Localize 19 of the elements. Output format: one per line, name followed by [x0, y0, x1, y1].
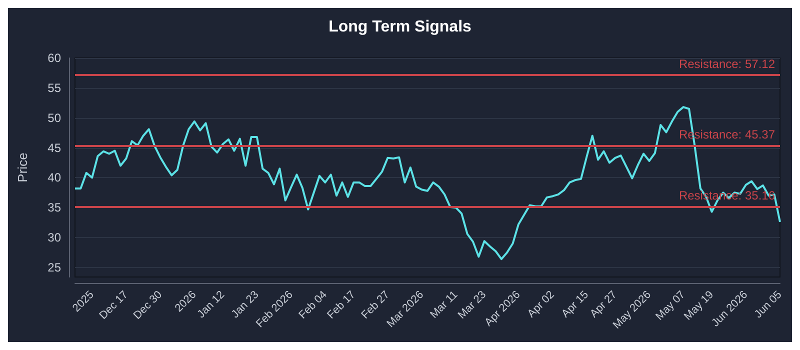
y-tick-label: 50: [48, 110, 62, 125]
y-tick-label: 60: [48, 51, 62, 65]
ref-line-label: Resistance: 57.12: [678, 57, 776, 72]
y-axis-title: Price: [15, 152, 30, 182]
x-tick-label: Feb 17: [325, 288, 358, 322]
x-tick-label: Apr 02: [525, 288, 557, 320]
x-tick-label: Dec 30: [131, 288, 165, 322]
y-tick-label: 25: [48, 260, 62, 274]
chart-title: Long Term Signals: [328, 18, 472, 36]
line-series: [74, 106, 781, 260]
x-tick-label: Apr 15: [560, 288, 591, 320]
y-tick-label: 30: [48, 230, 62, 245]
y-tick-label: 45: [48, 140, 62, 155]
x-tick-label: Jan 12: [195, 288, 228, 321]
y-tick-label: 55: [48, 80, 62, 95]
x-tick-label: Jun 05: [752, 288, 784, 321]
y-tick-label: 35: [48, 200, 62, 215]
x-tick-label: Dec 17: [97, 288, 130, 322]
y-tick-label: 40: [48, 170, 62, 185]
